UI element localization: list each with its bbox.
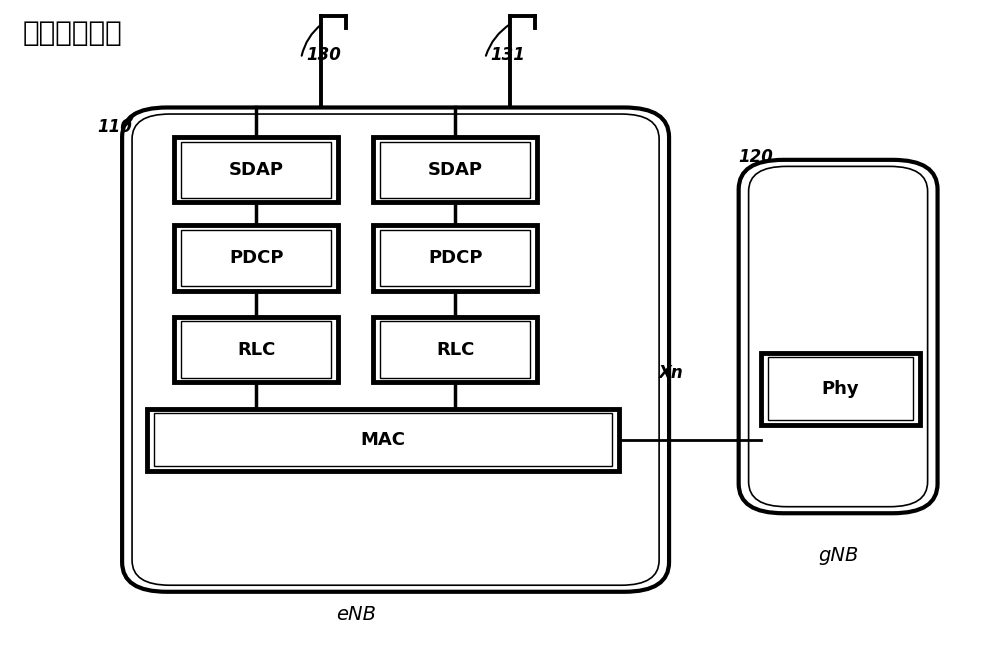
Bar (380, 141, 530, 198)
Bar (181, 141, 331, 198)
Bar (380, 321, 530, 378)
Bar (174, 137, 338, 203)
Text: eNB: eNB (336, 605, 376, 624)
Text: 131: 131 (490, 46, 525, 64)
Bar (768, 358, 913, 420)
FancyBboxPatch shape (132, 114, 659, 585)
Text: RLC: RLC (436, 341, 474, 358)
Bar (373, 225, 537, 291)
Text: 120: 120 (739, 148, 774, 166)
Bar (174, 225, 338, 291)
Text: MAC: MAC (361, 430, 406, 449)
Text: SDAP: SDAP (229, 160, 284, 179)
Bar (380, 230, 530, 286)
Text: 110: 110 (97, 118, 132, 136)
Bar (174, 317, 338, 382)
Bar (181, 321, 331, 378)
Bar (181, 230, 331, 286)
Text: Phy: Phy (821, 380, 859, 398)
Text: PDCP: PDCP (229, 249, 284, 267)
Bar (154, 413, 612, 466)
Text: 130: 130 (306, 46, 341, 64)
Bar (147, 409, 619, 471)
Bar (373, 317, 537, 382)
Text: 载波聚合分离: 载波聚合分离 (23, 19, 122, 47)
Text: Xn: Xn (659, 364, 684, 381)
Bar (761, 353, 920, 425)
Text: SDAP: SDAP (428, 160, 483, 179)
FancyBboxPatch shape (749, 166, 928, 507)
FancyBboxPatch shape (739, 160, 938, 513)
Bar (373, 137, 537, 203)
Text: gNB: gNB (818, 546, 858, 565)
Text: PDCP: PDCP (428, 249, 482, 267)
FancyBboxPatch shape (122, 108, 669, 592)
Text: RLC: RLC (237, 341, 276, 358)
